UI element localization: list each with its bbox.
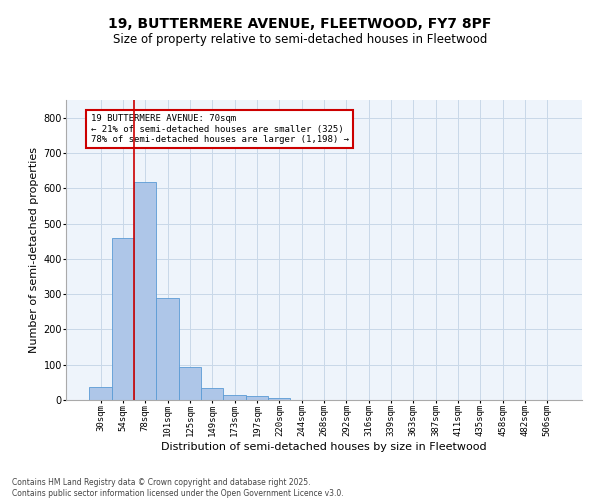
Bar bbox=[89, 386, 112, 400]
Text: 19, BUTTERMERE AVENUE, FLEETWOOD, FY7 8PF: 19, BUTTERMERE AVENUE, FLEETWOOD, FY7 8P… bbox=[109, 18, 491, 32]
Y-axis label: Number of semi-detached properties: Number of semi-detached properties bbox=[29, 147, 39, 353]
Bar bbox=[179, 367, 201, 400]
Bar bbox=[201, 388, 223, 400]
Bar bbox=[112, 238, 134, 400]
Bar bbox=[157, 298, 179, 400]
Text: Size of property relative to semi-detached houses in Fleetwood: Size of property relative to semi-detach… bbox=[113, 32, 487, 46]
Bar bbox=[134, 182, 157, 400]
Bar bbox=[268, 398, 290, 400]
Bar bbox=[223, 394, 246, 400]
Text: Contains HM Land Registry data © Crown copyright and database right 2025.
Contai: Contains HM Land Registry data © Crown c… bbox=[12, 478, 344, 498]
Text: 19 BUTTERMERE AVENUE: 70sqm
← 21% of semi-detached houses are smaller (325)
78% : 19 BUTTERMERE AVENUE: 70sqm ← 21% of sem… bbox=[91, 114, 349, 144]
X-axis label: Distribution of semi-detached houses by size in Fleetwood: Distribution of semi-detached houses by … bbox=[161, 442, 487, 452]
Bar bbox=[246, 396, 268, 400]
